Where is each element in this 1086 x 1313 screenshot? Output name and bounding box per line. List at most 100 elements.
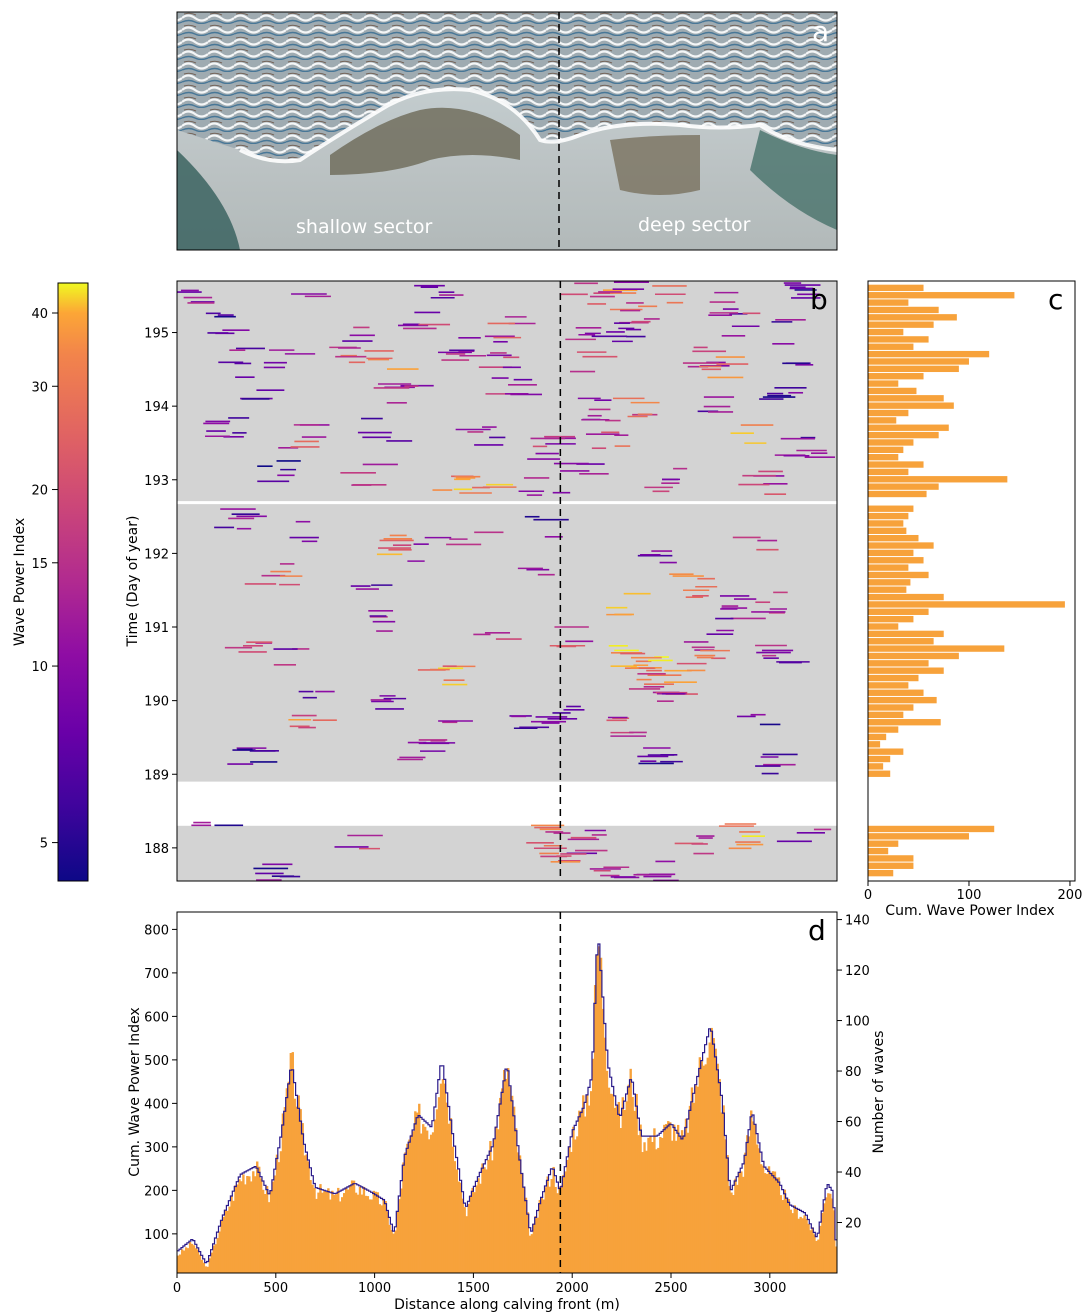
panel-d-bar bbox=[726, 1155, 729, 1273]
panel-d-bar bbox=[714, 1048, 717, 1273]
panel-d-bar bbox=[495, 1126, 498, 1273]
panel-c-bar bbox=[868, 557, 924, 564]
panel-d-bar bbox=[680, 1130, 684, 1273]
panel-d-frame bbox=[176, 911, 838, 1274]
panel-c-xtick-label: 100 bbox=[957, 888, 982, 903]
panel-d-bar bbox=[787, 1199, 790, 1273]
panel-d-bar bbox=[651, 1141, 654, 1273]
panel-d-bar bbox=[258, 1166, 261, 1273]
panel-d-bar bbox=[350, 1180, 354, 1273]
panel-d-bar bbox=[761, 1165, 765, 1273]
panel-d-bar bbox=[216, 1237, 219, 1273]
panel-d-bar bbox=[372, 1190, 376, 1273]
panel-d-bar bbox=[809, 1230, 812, 1273]
panel-d-xtick-label: 3000 bbox=[753, 1281, 786, 1296]
panel-d-bar bbox=[554, 1186, 557, 1273]
panel-a-frame bbox=[176, 11, 838, 251]
panel-c-bar bbox=[868, 328, 904, 336]
panel-d-bar bbox=[319, 1184, 322, 1273]
panel-d-bar bbox=[263, 1194, 267, 1273]
panel-d-y2tick-label: 60 bbox=[845, 1116, 862, 1131]
panel-b-ytick-label: 194 bbox=[144, 400, 169, 415]
panel-c-bar bbox=[868, 409, 909, 417]
panel-c-bar bbox=[868, 770, 891, 777]
panel-d-bar bbox=[416, 1112, 419, 1273]
panel-d-bar bbox=[305, 1154, 308, 1273]
panel-d-bar bbox=[228, 1206, 231, 1273]
panel-d-bar bbox=[212, 1245, 215, 1273]
panel-d-bar bbox=[244, 1184, 247, 1273]
panel-d-bar bbox=[811, 1227, 814, 1273]
panel-d-y2label: Number of waves bbox=[871, 1031, 887, 1154]
panel-d-bar bbox=[449, 1118, 453, 1273]
panel-d-bar bbox=[633, 1110, 636, 1273]
panel-d-y2tick-label: 20 bbox=[845, 1217, 862, 1232]
panel-d-bar bbox=[303, 1155, 306, 1273]
panel-d-ytick-label: 700 bbox=[144, 967, 169, 982]
panel-d-bar bbox=[740, 1171, 743, 1273]
panel-d-bar bbox=[763, 1173, 767, 1273]
panel-d-bar bbox=[333, 1194, 336, 1273]
panel-d-bar bbox=[259, 1178, 263, 1273]
panel-c-bar bbox=[868, 689, 924, 696]
panel-c-bar bbox=[868, 542, 934, 549]
panel-b: 188 189 190 191 192 193 194 195 Time (Day of ye… bbox=[125, 280, 838, 882]
panel-d-bars bbox=[177, 946, 837, 1273]
panel-d-bar bbox=[390, 1229, 393, 1273]
panel-d-bar bbox=[277, 1162, 281, 1273]
panel-d-bar bbox=[773, 1171, 777, 1273]
panel-c-bar bbox=[868, 446, 904, 454]
panel-c-bar bbox=[868, 847, 889, 855]
panel-d-xtick-label: 1000 bbox=[358, 1281, 391, 1296]
panel-d-bar bbox=[388, 1224, 391, 1273]
panel-d-ytick-label: 500 bbox=[144, 1054, 169, 1069]
panel-d-bar bbox=[499, 1097, 502, 1273]
panel-d-xtick-label: 2500 bbox=[654, 1281, 687, 1296]
panel-a: shallow sector deep sector a bbox=[176, 11, 838, 251]
colorbar-tick-label: 5 bbox=[40, 837, 48, 852]
panel-d-bar bbox=[226, 1210, 229, 1273]
panel-d-bar bbox=[672, 1124, 676, 1273]
panel-d-bar bbox=[835, 1246, 837, 1273]
panel-c-bar bbox=[868, 755, 891, 763]
panel-d-bar bbox=[669, 1122, 672, 1273]
panel-d-bar bbox=[655, 1149, 658, 1273]
panel-d-bar bbox=[412, 1131, 415, 1273]
panel-d-bar bbox=[755, 1144, 759, 1273]
panel-d-bar bbox=[481, 1163, 484, 1273]
panel-d-y2tick-label: 40 bbox=[845, 1166, 862, 1181]
panel-d-bar bbox=[665, 1123, 668, 1273]
panel-d-y2ticks: 20 40 60 80 100 120 140 bbox=[837, 914, 870, 1232]
panel-d-bar bbox=[775, 1177, 779, 1273]
panel-d-bar bbox=[813, 1234, 816, 1273]
panel-d-bar bbox=[526, 1212, 530, 1273]
panel-a-letter: a bbox=[812, 15, 829, 48]
panel-d-bar bbox=[757, 1148, 761, 1273]
panel-d-bar bbox=[378, 1204, 381, 1273]
panel-d-bar bbox=[453, 1161, 457, 1273]
panel-d-bar bbox=[815, 1240, 818, 1273]
panel-c-bar bbox=[868, 571, 929, 579]
panel-d-bar bbox=[785, 1197, 788, 1273]
panel-d-bar bbox=[184, 1247, 188, 1273]
panel-d-bar bbox=[617, 1101, 621, 1273]
panel-c-bar bbox=[868, 299, 909, 306]
panel-d-bar bbox=[584, 1116, 587, 1273]
panel-d-bar bbox=[283, 1107, 287, 1273]
panel-d-bar bbox=[356, 1194, 360, 1273]
panel-d-bar bbox=[641, 1152, 644, 1273]
panel-d-bar bbox=[783, 1189, 787, 1273]
panel-b-ytick-label: 189 bbox=[144, 768, 169, 783]
panel-d-bar bbox=[335, 1194, 338, 1273]
panel-c-bar bbox=[868, 674, 919, 682]
panel-d-bar bbox=[374, 1191, 377, 1273]
panel-d-bar bbox=[299, 1109, 302, 1273]
colorbar-tick-label: 30 bbox=[31, 380, 48, 395]
panel-d-bar bbox=[437, 1097, 441, 1273]
panel-d-bar bbox=[352, 1180, 356, 1273]
panel-d-bar bbox=[232, 1200, 235, 1273]
panel-d-bar bbox=[690, 1087, 694, 1273]
panel-d-bar bbox=[342, 1193, 346, 1273]
panel-c-bar bbox=[868, 402, 954, 409]
panel-d-bar bbox=[684, 1118, 688, 1273]
